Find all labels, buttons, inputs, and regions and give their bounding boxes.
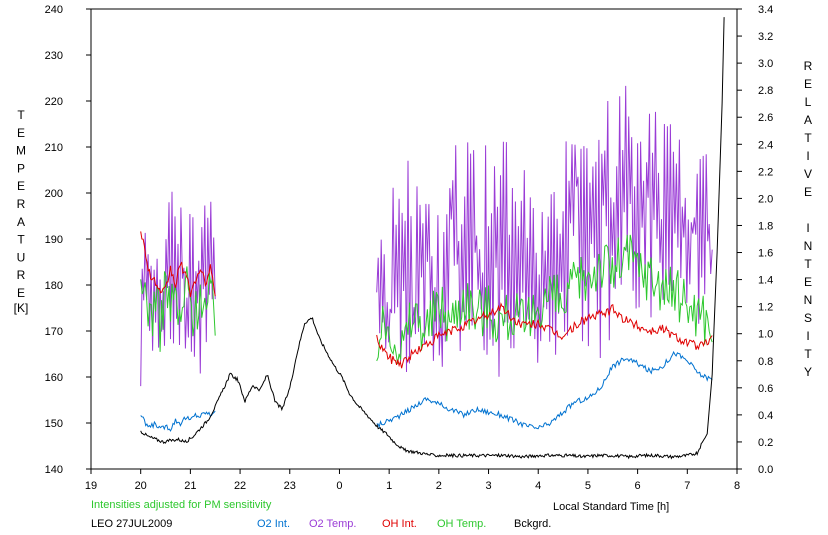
y-right-tick-label: 1.8 [758,220,773,232]
legend: O2 Int. O2 Temp. OH Int. OH Temp. Bckgrd. [257,518,551,530]
y-right-tick-label: 1.4 [758,275,773,287]
legend-entry: Bckgrd. [514,518,551,530]
series-layer [140,17,725,460]
y-left-tick-label: 200 [45,188,63,200]
y-right-label-letter: T [804,257,812,271]
series-line-bckgrd [140,17,725,460]
y-left-tick-label: 180 [45,280,63,292]
plot-area [90,8,738,470]
y-right-tick-label: 0.6 [758,383,773,395]
y-left-tick-label: 210 [45,142,63,154]
y-left-label-letter: E [17,126,25,140]
x-tick-label: 5 [585,480,591,492]
x-tick-label: 7 [684,480,690,492]
legend-entry: OH Int. [382,518,417,530]
y-right-tick-label: 0.4 [758,410,773,422]
series-line-oh-temp [140,266,216,352]
y-left-label-letter: E [17,179,25,193]
y-right-label-letter: T [804,347,812,361]
x-tick-label: 3 [485,480,491,492]
y-left-unit: [K] [14,301,29,315]
y-right-label-letter: E [804,77,812,91]
series-line-oh-int [140,231,216,298]
x-tick-label: 22 [234,480,246,492]
y-right-tick-label: 2.0 [758,193,773,205]
y-left-tick-label: 170 [45,326,63,338]
y-left-label-letter: R [17,268,26,282]
y-right-tick-label: 2.2 [758,166,773,178]
y-left-label-letter: R [17,197,26,211]
series-line-o2-int [376,350,713,430]
y-right-tick-label: 2.6 [758,112,773,124]
series-line-o2-int [140,410,216,432]
y-right-label-letter: E [804,275,812,289]
y-left-tick-label: 240 [45,4,63,16]
y-right-tick-label: 3.2 [758,31,773,43]
axis-labels: 19 20 21 22 23 0 1 2 3 4 5 6 7 8140150160170180190200… [14,4,813,492]
y-right-tick-label: 3.4 [758,4,773,16]
y-right-label-letter: E [804,185,812,199]
x-tick-label: 4 [535,480,541,492]
x-tick-label: 21 [184,480,196,492]
x-tick-label: 1 [386,480,392,492]
x-tick-label: 23 [284,480,296,492]
y-right-label-letter: A [804,113,812,127]
y-right-tick-label: 2.8 [758,85,773,97]
x-axis-label: Local Standard Time [h] [553,501,669,513]
y-right-label-letter: T [804,131,812,145]
y-left-tick-label: 140 [45,464,63,476]
axes [86,8,742,474]
y-left-label-letter: M [16,144,26,158]
x-tick-label: 8 [734,480,740,492]
y-left-tick-label: 150 [45,418,63,430]
legend-entry: O2 Int. [257,518,290,530]
y-left-label-letter: E [17,286,25,300]
y-left-tick-label: 190 [45,234,63,246]
y-right-tick-label: 0.0 [758,464,773,476]
y-right-label-letter: I [806,221,809,235]
y-right-tick-label: 2.4 [758,139,773,151]
y-right-label-letter: N [804,239,813,253]
x-tick-label: 20 [135,480,147,492]
legend-entry: O2 Temp. [309,518,357,530]
y-right-label-letter: I [806,149,809,163]
y-right-tick-label: 0.2 [758,437,773,449]
y-left-tick-label: 220 [45,96,63,108]
series-line-oh-int [376,302,713,369]
y-right-label-letter: S [804,311,812,325]
y-right-tick-label: 1.6 [758,248,773,260]
x-tick-label: 19 [85,480,97,492]
y-left-label-letter: T [17,108,25,122]
footnote: Intensities adjusted for PM sensitivity [91,499,272,511]
x-tick-label: 6 [635,480,641,492]
y-left-label-letter: T [17,233,25,247]
y-right-tick-label: 1.2 [758,302,773,314]
y-right-label-letter: L [805,95,812,109]
legend-entry: OH Temp. [437,518,486,530]
y-left-tick-label: 160 [45,372,63,384]
y-left-label-letter: A [17,215,25,229]
y-right-tick-label: 3.0 [758,58,773,70]
y-right-label-letter: I [806,329,809,343]
y-left-label-letter: P [17,161,25,175]
y-right-tick-label: 0.8 [758,356,773,368]
y-right-label-letter: N [804,293,813,307]
y-right-label-letter: Y [804,365,812,379]
x-tick-label: 2 [436,480,442,492]
y-right-label-letter: V [804,167,812,181]
y-left-label-letter: U [17,250,26,264]
series-line-oh-temp [376,234,713,364]
y-right-tick-label: 1.0 [758,329,773,341]
station-date: LEO 27JUL2009 [91,518,172,530]
y-right-label-letter: R [804,59,813,73]
x-tick-label: 0 [336,480,342,492]
y-left-tick-label: 230 [45,50,63,62]
